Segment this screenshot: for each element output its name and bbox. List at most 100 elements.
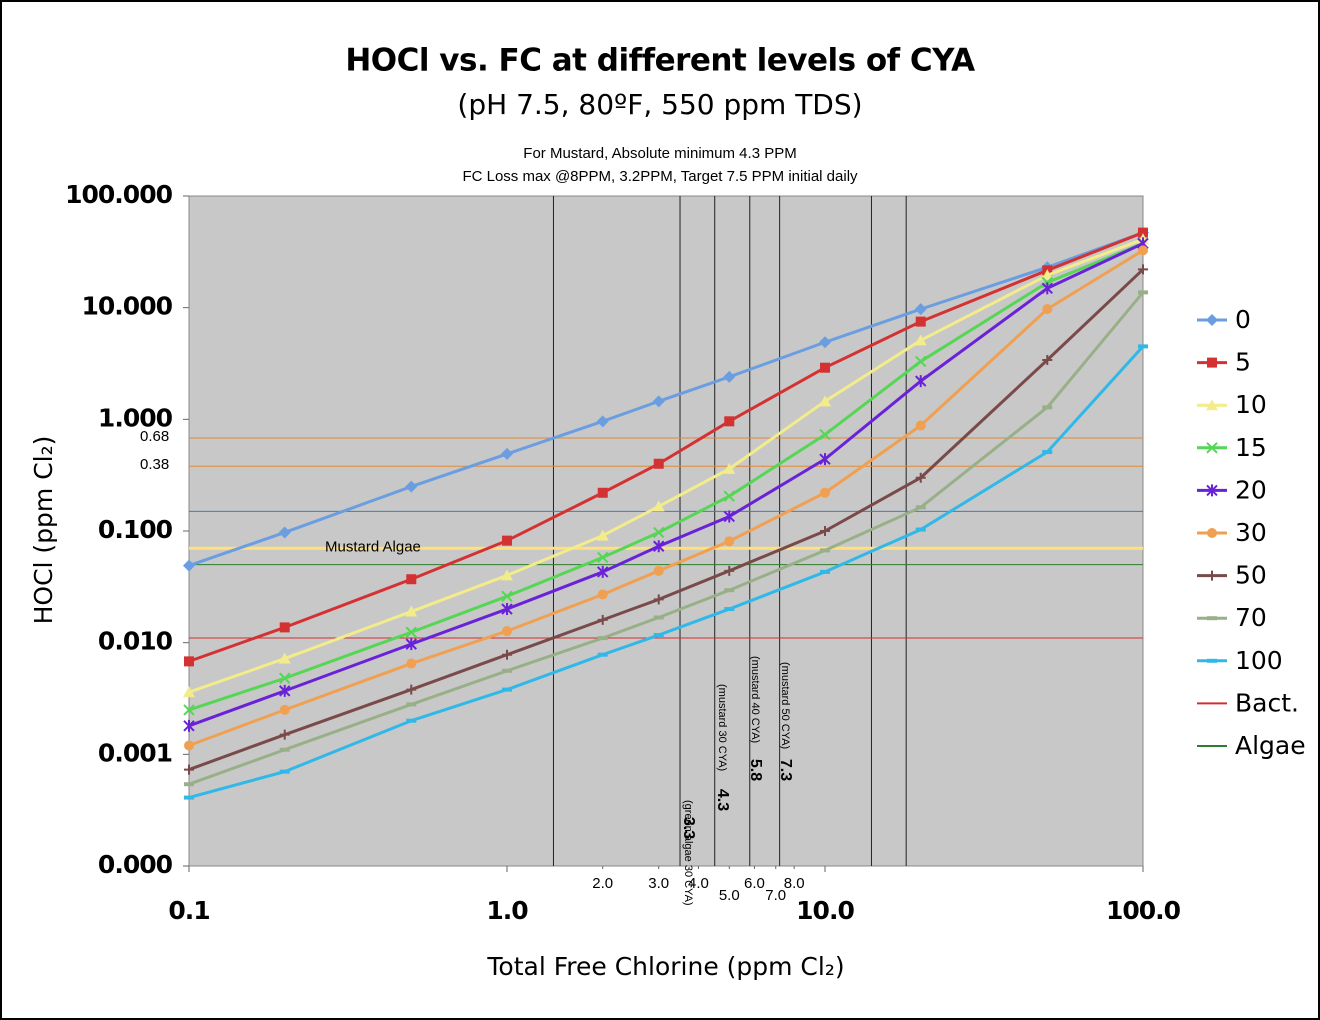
marker xyxy=(1042,405,1053,410)
marker xyxy=(278,526,291,539)
y-axis-label: HOCl (ppm Cl₂) xyxy=(29,436,58,625)
legend-marker xyxy=(1207,616,1217,621)
x-minor-tick-label: 4.0 xyxy=(688,875,709,892)
marker xyxy=(653,565,664,576)
marker xyxy=(279,622,290,633)
x-tick-label: 10.0 xyxy=(796,896,854,925)
marker xyxy=(406,718,417,723)
marker xyxy=(597,589,608,600)
marker xyxy=(819,428,831,441)
marker xyxy=(406,702,417,707)
v-line-number: 4.3 xyxy=(714,789,731,811)
marker xyxy=(406,684,417,695)
legend-label: 5 xyxy=(1235,348,1251,377)
x-tick-label: 100.0 xyxy=(1106,896,1181,925)
marker xyxy=(820,569,830,574)
reference-text: Mustard Algae xyxy=(325,538,421,555)
marker xyxy=(652,500,665,512)
marker xyxy=(405,480,418,493)
marker xyxy=(597,487,608,498)
marker xyxy=(183,719,195,732)
marker xyxy=(405,605,418,617)
note: For Mustard, Absolute minimum 4.3 PPM xyxy=(523,145,796,162)
marker xyxy=(279,747,290,752)
legend-label: 100 xyxy=(1235,646,1283,675)
marker xyxy=(915,316,926,327)
x-minor-tick-label: 8.0 xyxy=(784,875,805,892)
legend-marker xyxy=(1206,442,1218,454)
marker xyxy=(183,686,195,698)
marker xyxy=(1042,449,1053,454)
marker xyxy=(1138,290,1148,295)
marker xyxy=(502,649,512,660)
marker xyxy=(1138,227,1148,238)
marker xyxy=(501,569,513,581)
marker xyxy=(184,740,194,751)
y-tick-label: 100.000 xyxy=(65,180,172,209)
legend-label: 30 xyxy=(1235,518,1267,547)
v-line-note: (mustard 40 CYA) xyxy=(749,656,761,743)
marker xyxy=(1138,245,1148,256)
x-minor-tick-label: 3.0 xyxy=(648,875,669,892)
marker xyxy=(653,458,664,469)
marker xyxy=(183,704,195,716)
y-tick-label: 0.100 xyxy=(98,515,173,544)
marker xyxy=(723,462,736,474)
legend-label: Algae xyxy=(1235,731,1306,760)
marker xyxy=(652,395,665,408)
x-tick-label: 0.1 xyxy=(168,896,209,925)
marker xyxy=(723,510,735,523)
marker xyxy=(819,395,831,407)
marker xyxy=(915,355,927,368)
marker xyxy=(1041,282,1053,295)
legend-marker xyxy=(1207,357,1217,368)
marker xyxy=(279,672,291,684)
marker xyxy=(1042,354,1053,365)
x-axis-label: Total Free Chlorine (ppm Cl₂) xyxy=(486,952,844,981)
marker xyxy=(184,795,194,800)
marker xyxy=(819,453,831,466)
marker xyxy=(820,526,830,536)
marker xyxy=(597,652,608,657)
marker xyxy=(1041,269,1054,281)
marker xyxy=(724,536,735,547)
marker xyxy=(279,684,291,697)
marker xyxy=(653,540,665,553)
legend-marker xyxy=(1207,658,1217,663)
marker xyxy=(1138,264,1148,275)
x-minor-tick-label: 2.0 xyxy=(592,875,613,892)
note: FC Loss max @8PPM, 3.2PPM, Target 7.5 PP… xyxy=(462,168,858,185)
marker xyxy=(597,565,609,578)
v-line-note: (mustard 50 CYA) xyxy=(779,662,791,749)
marker xyxy=(597,551,609,564)
marker xyxy=(723,490,735,502)
marker xyxy=(724,588,735,593)
marker xyxy=(501,447,513,460)
v-line-number: 3.3 xyxy=(680,817,697,839)
legend-marker xyxy=(1206,314,1218,326)
y-tick-label: 0.001 xyxy=(98,738,172,767)
y-tick-label: 1.000 xyxy=(98,403,173,432)
marker xyxy=(820,362,830,373)
marker xyxy=(820,487,830,498)
reference-label: 0.68 xyxy=(140,428,169,445)
marker xyxy=(278,652,291,664)
legend-label: 70 xyxy=(1235,603,1267,632)
v-line-note: (mustard 30 CYA) xyxy=(716,684,728,771)
marker xyxy=(501,590,513,603)
y-tick-label: 0.010 xyxy=(98,627,173,656)
legend-label: 20 xyxy=(1235,475,1267,504)
legend-marker xyxy=(1207,570,1217,581)
marker xyxy=(820,548,830,553)
marker xyxy=(653,615,664,620)
legend-label: Bact. xyxy=(1235,688,1299,717)
y-tick-label: 10.000 xyxy=(82,292,173,321)
legend-label: 50 xyxy=(1235,561,1267,590)
marker xyxy=(724,607,735,612)
v-line-number: 7.3 xyxy=(777,759,794,781)
marker xyxy=(596,415,609,428)
x-tick-label: 1.0 xyxy=(486,896,528,925)
marker xyxy=(184,764,194,775)
plot-area xyxy=(188,195,1144,867)
marker xyxy=(915,472,926,483)
